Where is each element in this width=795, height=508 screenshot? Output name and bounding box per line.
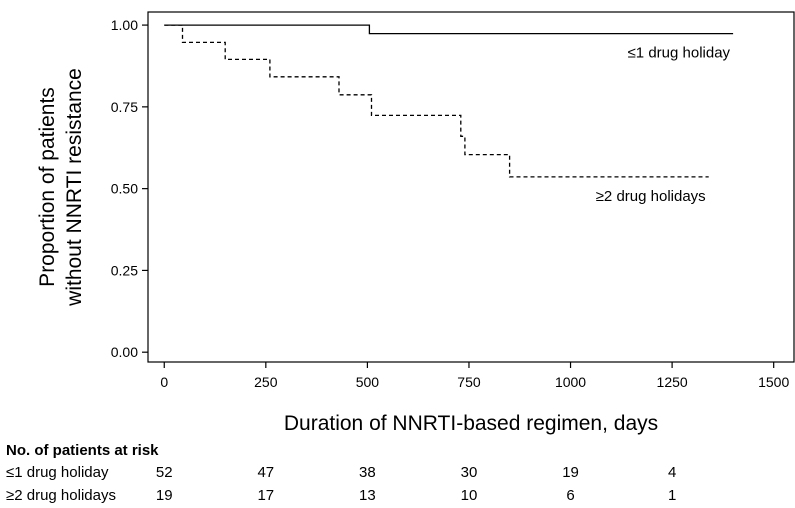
x-tick-label: 1250 <box>657 374 688 390</box>
series-line-1 <box>164 24 709 178</box>
risk-row-label: ≤1 drug holiday <box>6 464 109 481</box>
x-tick-label: 500 <box>356 374 380 390</box>
series-line-0 <box>164 24 734 35</box>
risk-row-label: ≥2 drug holidays <box>6 487 116 504</box>
series-label-0: ≤1 drug holiday <box>628 45 731 62</box>
x-tick-label: 1000 <box>555 374 586 390</box>
risk-table-title: No. of patients at risk <box>6 442 159 459</box>
risk-cell: 1 <box>667 487 677 504</box>
risk-cell: 52 <box>155 464 173 481</box>
risk-cell: 4 <box>667 464 677 481</box>
risk-cell: 19 <box>562 464 579 481</box>
axes <box>147 11 795 363</box>
x-tick-label: 1500 <box>758 374 789 390</box>
y-tick-label: 0.50 <box>111 181 138 197</box>
x-tick-label: 250 <box>254 374 278 390</box>
y-axis-title-line: Proportion of patients <box>36 87 59 287</box>
y-tick-label: 0.25 <box>111 262 138 278</box>
risk-cell: 38 <box>359 464 376 481</box>
series-label-1: ≥2 drug holidays <box>596 188 706 205</box>
risk-cell: 19 <box>155 487 173 504</box>
y-tick-label: 0.00 <box>111 344 138 360</box>
risk-cell: 6 <box>566 487 575 504</box>
risk-cell: 13 <box>359 487 376 504</box>
x-tick-label: 750 <box>457 374 481 390</box>
x-tick-label: 0 <box>160 374 168 390</box>
y-tick-label: 0.75 <box>111 99 138 115</box>
y-tick-label: 1.00 <box>111 17 138 33</box>
risk-cell: 30 <box>460 464 478 481</box>
y-axis-title-line: without NNRTI resistance <box>63 68 86 307</box>
y-axis-ticks: 0.00 0.25 0.50 0.75 1.00 <box>111 17 148 360</box>
series-lines <box>164 24 734 178</box>
x-axis-ticks: 0 250 500 750 1000 1250 1500 <box>160 362 789 390</box>
x-axis-title: Duration of NNRTI-based regimen, days <box>284 412 658 435</box>
risk-cell: 17 <box>257 487 275 504</box>
y-axis-title: Proportion of patients without NNRTI resi… <box>36 68 86 307</box>
risk-cell: 47 <box>257 464 275 481</box>
series-labels: ≤1 drug holiday ≥2 drug holidays <box>596 45 731 205</box>
risk-cell: 10 <box>460 487 478 504</box>
survival-chart: 0 250 500 750 1000 1250 1500 0.00 0.25 0.50 0.75 1… <box>36 11 795 435</box>
plot-frame <box>147 11 795 363</box>
